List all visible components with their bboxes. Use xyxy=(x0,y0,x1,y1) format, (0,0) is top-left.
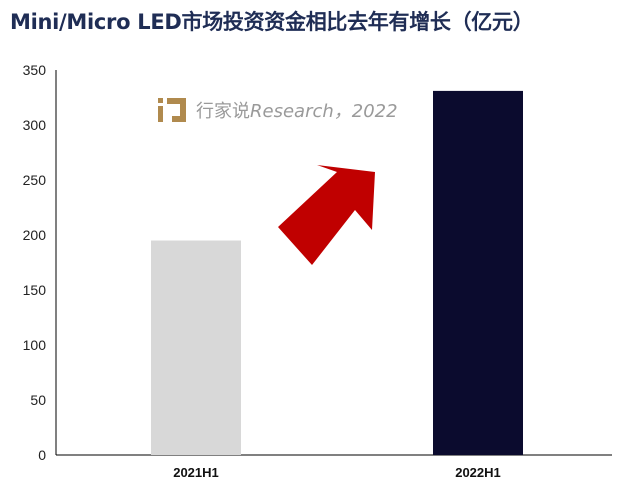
bar-2021H1 xyxy=(151,240,241,455)
watermark-latin: Research，2022 xyxy=(250,101,398,122)
y-tick-label: 350 xyxy=(23,62,47,78)
watermark: 行家说Research，2022 xyxy=(158,96,398,124)
y-tick-labels: 0 50 100 150 200 250 300 350 xyxy=(23,62,47,463)
y-tick-label: 0 xyxy=(38,447,46,463)
x-tick-labels: 2021H1 2022H1 xyxy=(173,465,501,480)
x-tick-label: 2022H1 xyxy=(455,465,501,480)
bar-2022H1 xyxy=(433,90,523,456)
y-tick-label: 100 xyxy=(23,337,47,353)
x-tick-label: 2021H1 xyxy=(173,465,219,480)
y-tick-label: 150 xyxy=(23,282,47,298)
y-tick-label: 250 xyxy=(23,172,47,188)
y-tick-label: 300 xyxy=(23,117,47,133)
watermark-cn: 行家说 xyxy=(196,101,250,122)
y-tick-label: 200 xyxy=(23,227,47,243)
y-tick-label: 50 xyxy=(30,392,46,408)
growth-arrow xyxy=(278,165,375,265)
bars xyxy=(151,90,523,456)
brand-logo-icon xyxy=(158,98,186,122)
axes xyxy=(55,70,612,456)
chart-title: Mini/Micro LED市场投资资金相比去年有增长（亿元） xyxy=(10,10,534,34)
